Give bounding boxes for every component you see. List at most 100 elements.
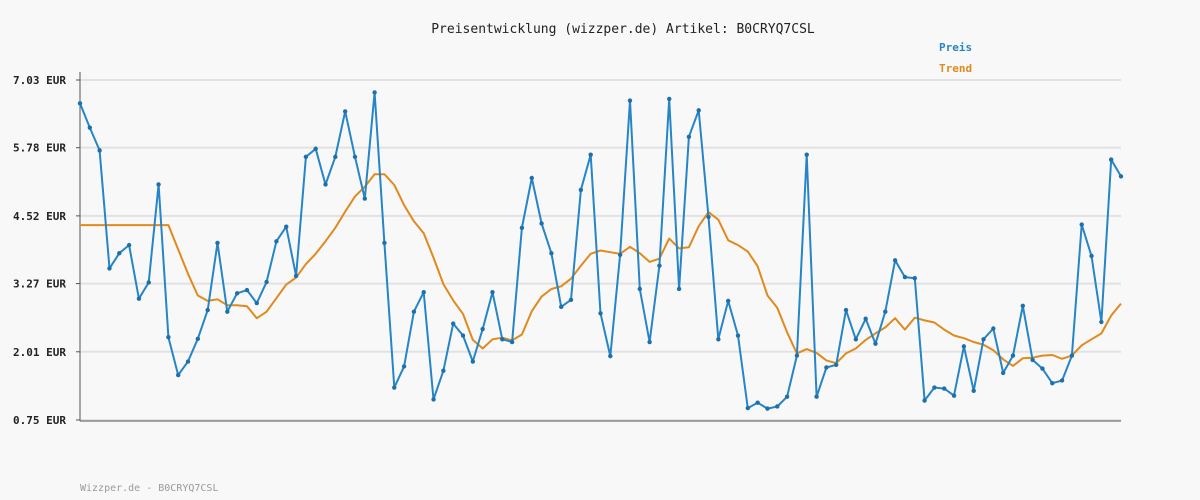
price-point [971, 388, 976, 393]
price-point [706, 214, 711, 220]
price-point [185, 359, 191, 364]
y-axis-ticks: 7.03 EUR 5.78 EUR 4.52 EUR 3.27 EUR 2.01 EUR… [13, 74, 80, 427]
chart-footer: Wizzper.de - B0CRYQ7CSL [80, 483, 218, 494]
price-point [883, 309, 888, 314]
price-point [97, 148, 102, 153]
price-point [284, 224, 289, 229]
price-point [176, 372, 181, 378]
price-point [657, 263, 662, 268]
price-point [578, 187, 584, 193]
price-point [804, 152, 809, 157]
price-point [156, 182, 161, 187]
price-point [568, 297, 574, 303]
price-point [961, 344, 967, 349]
price-point [205, 307, 210, 313]
price-point [509, 339, 515, 345]
price-point [725, 298, 731, 304]
price-point [490, 290, 495, 295]
price-point [617, 252, 623, 258]
price-point [401, 364, 407, 369]
price-point [1108, 157, 1114, 162]
price-point [77, 101, 83, 106]
price-point [1069, 353, 1075, 358]
price-point [991, 326, 996, 331]
price-point [215, 240, 220, 246]
price-point [951, 393, 957, 398]
price-point [814, 394, 819, 399]
price-point [1050, 380, 1055, 386]
price-point [794, 353, 800, 358]
price-point [313, 146, 318, 151]
price-point [225, 309, 230, 314]
price-point [460, 333, 466, 338]
price-point [824, 365, 829, 370]
price-point [293, 273, 299, 279]
price-point [392, 385, 397, 390]
price-point [559, 304, 564, 310]
y-tick-label: 2.01 EUR [13, 346, 66, 359]
price-point [981, 337, 986, 342]
price-point [166, 334, 171, 340]
price-point [146, 280, 151, 285]
price-point [598, 311, 603, 316]
price-point [450, 321, 456, 326]
grid-lines [80, 79, 1121, 421]
price-point [254, 300, 259, 306]
price-point [342, 109, 348, 114]
price-point [1040, 366, 1045, 371]
price-point [735, 333, 741, 338]
y-tick-label: 0.75 EUR [13, 414, 66, 427]
price-point [853, 337, 859, 342]
price-point [421, 290, 426, 295]
price-point [863, 316, 868, 321]
price-point [1118, 174, 1124, 179]
y-tick-label: 4.52 EUR [13, 210, 66, 223]
price-point [244, 287, 250, 293]
price-point [234, 291, 240, 296]
price-point [1010, 353, 1016, 358]
price-point [441, 368, 446, 373]
price-point [696, 108, 701, 113]
price-point [676, 286, 682, 292]
price-point [775, 404, 780, 409]
price-point [1059, 378, 1065, 383]
price-point [873, 341, 878, 346]
price-point [902, 274, 908, 280]
price-point [549, 251, 554, 256]
price-point [765, 406, 770, 411]
price-point [333, 154, 338, 160]
price-point [922, 398, 927, 403]
price-point [519, 225, 525, 231]
price-point [833, 362, 839, 367]
y-tick-label: 7.03 EUR [13, 74, 66, 87]
y-tick-label: 3.27 EUR [13, 278, 66, 291]
y-tick-label: 5.78 EUR [13, 142, 66, 155]
price-point [87, 125, 93, 130]
price-point [784, 394, 790, 399]
price-point [745, 405, 751, 411]
trend-series-line [80, 173, 1122, 367]
price-point [117, 251, 122, 256]
price-point [195, 336, 201, 341]
price-point [1020, 303, 1025, 308]
price-point [667, 96, 672, 102]
price-point [323, 182, 328, 187]
price-point [352, 154, 358, 160]
price-point [755, 400, 760, 405]
price-point [647, 339, 652, 345]
price-point [716, 337, 721, 342]
price-point [480, 326, 485, 332]
price-point [627, 98, 633, 103]
price-point [1099, 319, 1104, 325]
price-point [843, 307, 849, 313]
price-point [264, 279, 269, 285]
price-point [372, 90, 377, 95]
price-point [1079, 222, 1084, 227]
chart-title: Preisentwicklung (wizzper.de) Artikel: B… [431, 22, 815, 37]
price-point [539, 221, 544, 226]
price-point [892, 258, 898, 263]
price-point [932, 385, 937, 390]
price-point [382, 240, 387, 246]
